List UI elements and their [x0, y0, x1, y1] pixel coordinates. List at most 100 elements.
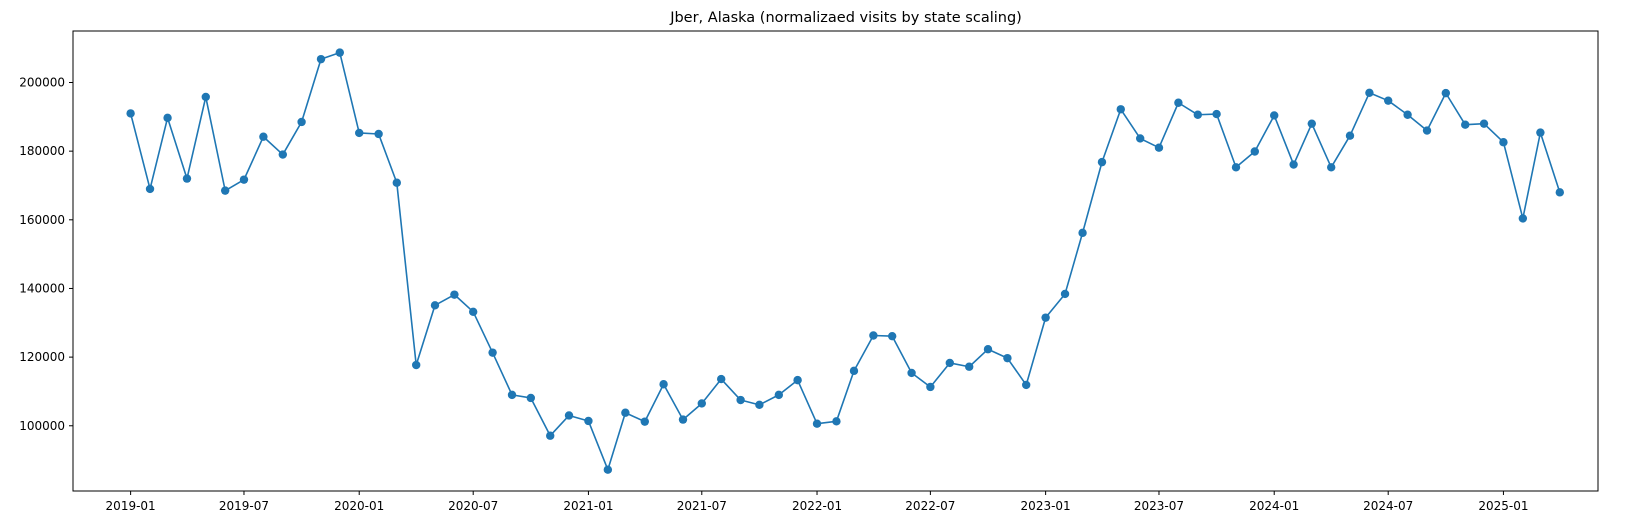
x-tick-label: 2019-07: [219, 499, 269, 513]
data-point: [546, 431, 555, 440]
x-tick-label: 2023-07: [1134, 499, 1184, 513]
data-point: [1289, 160, 1298, 169]
series-line: [129, 51, 1561, 471]
data-point: [736, 395, 745, 405]
data-point: [526, 393, 536, 403]
data-point: [412, 360, 421, 370]
data-point: [1441, 88, 1451, 98]
data-point: [1499, 138, 1508, 147]
data-point: [1461, 120, 1470, 129]
data-point: [220, 186, 230, 195]
data-point: [126, 109, 135, 118]
data-point: [1154, 143, 1164, 152]
data-point: [1345, 131, 1355, 140]
data-point: [355, 128, 364, 138]
data-point: [678, 415, 688, 424]
data-point: [1231, 163, 1241, 172]
data-point: [774, 390, 784, 400]
data-point: [259, 132, 268, 141]
x-tick-label: 2024-01: [1249, 499, 1299, 513]
data-point: [239, 175, 249, 184]
data-point: [564, 411, 574, 420]
data-point: [1135, 134, 1145, 143]
data-point: [793, 375, 802, 385]
data-point: [182, 174, 192, 183]
data-point: [297, 117, 306, 127]
x-tick-label: 2020-01: [334, 499, 384, 513]
data-point: [1327, 163, 1336, 172]
data-point: [1422, 126, 1432, 135]
x-tick-label: 2019-01: [106, 499, 156, 513]
y-axis: 100000 120000 140000 160000 180000 200000: [19, 75, 73, 433]
x-tick-label: 2022-07: [905, 499, 955, 513]
data-point: [392, 178, 401, 187]
y-tick-label: 120000: [19, 350, 65, 364]
data-point: [1383, 96, 1393, 105]
data-point: [430, 301, 440, 310]
y-tick-label: 200000: [19, 75, 65, 89]
data-point: [584, 416, 593, 426]
y-tick-label: 140000: [19, 281, 65, 295]
data-point: [1060, 289, 1070, 299]
data-point: [1365, 88, 1374, 97]
data-point: [374, 129, 383, 139]
data-point: [1041, 313, 1050, 322]
data-point: [316, 54, 326, 64]
data-point: [1097, 157, 1107, 167]
data-point: [983, 345, 993, 354]
x-tick-label: 2025-01: [1478, 499, 1528, 513]
data-point: [1479, 119, 1489, 128]
data-point: [145, 184, 155, 194]
data-point: [1403, 110, 1412, 119]
plot-area: [126, 48, 1564, 474]
data-point: [755, 400, 764, 410]
data-point: [1250, 147, 1259, 156]
data-point: [507, 390, 517, 400]
data-point: [1518, 214, 1528, 223]
data-point: [1174, 98, 1183, 107]
x-tick-label: 2022-01: [792, 499, 842, 513]
data-point: [621, 408, 630, 417]
data-point: [640, 417, 649, 426]
x-tick-label: 2020-07: [448, 499, 498, 513]
data-point: [697, 399, 706, 408]
data-point: [1116, 105, 1125, 114]
data-point: [1307, 119, 1316, 128]
x-tick-label: 2024-07: [1363, 499, 1413, 513]
data-point: [468, 307, 478, 317]
x-tick-label: 2023-01: [1021, 499, 1071, 513]
data-point: [869, 331, 878, 340]
y-tick-label: 160000: [19, 213, 65, 227]
data-point: [887, 331, 897, 341]
plot-frame: [72, 30, 1599, 492]
data-point: [1078, 228, 1087, 238]
data-point: [659, 380, 668, 389]
x-tick-label: 2021-07: [677, 499, 727, 513]
data-point: [1022, 380, 1031, 390]
data-point: [278, 150, 288, 159]
data-point: [832, 417, 841, 426]
data-point: [1555, 188, 1564, 197]
data-point: [163, 113, 172, 123]
data-point: [926, 382, 935, 392]
data-point: [201, 92, 210, 102]
data-point: [1536, 128, 1545, 137]
chart-title: Jber, Alaska (normalizaed visits by stat…: [669, 10, 1022, 26]
data-point: [965, 362, 974, 371]
data-point: [603, 465, 613, 474]
y-tick-label: 180000: [19, 144, 65, 158]
x-tick-label: 2021-01: [563, 499, 613, 513]
data-point: [717, 374, 726, 384]
data-point: [849, 366, 859, 376]
x-axis: 2019-01 2019-07 2020-01 2020-07 2021-01 2021-…: [106, 491, 1529, 513]
data-point: [1212, 109, 1221, 119]
y-tick-label: 100000: [19, 419, 65, 433]
data-point: [812, 419, 822, 428]
data-point: [945, 358, 954, 368]
data-point: [1193, 110, 1203, 119]
data-point: [1003, 353, 1012, 363]
data-point: [488, 348, 497, 357]
data-point: [450, 290, 459, 299]
data-point: [907, 368, 916, 378]
